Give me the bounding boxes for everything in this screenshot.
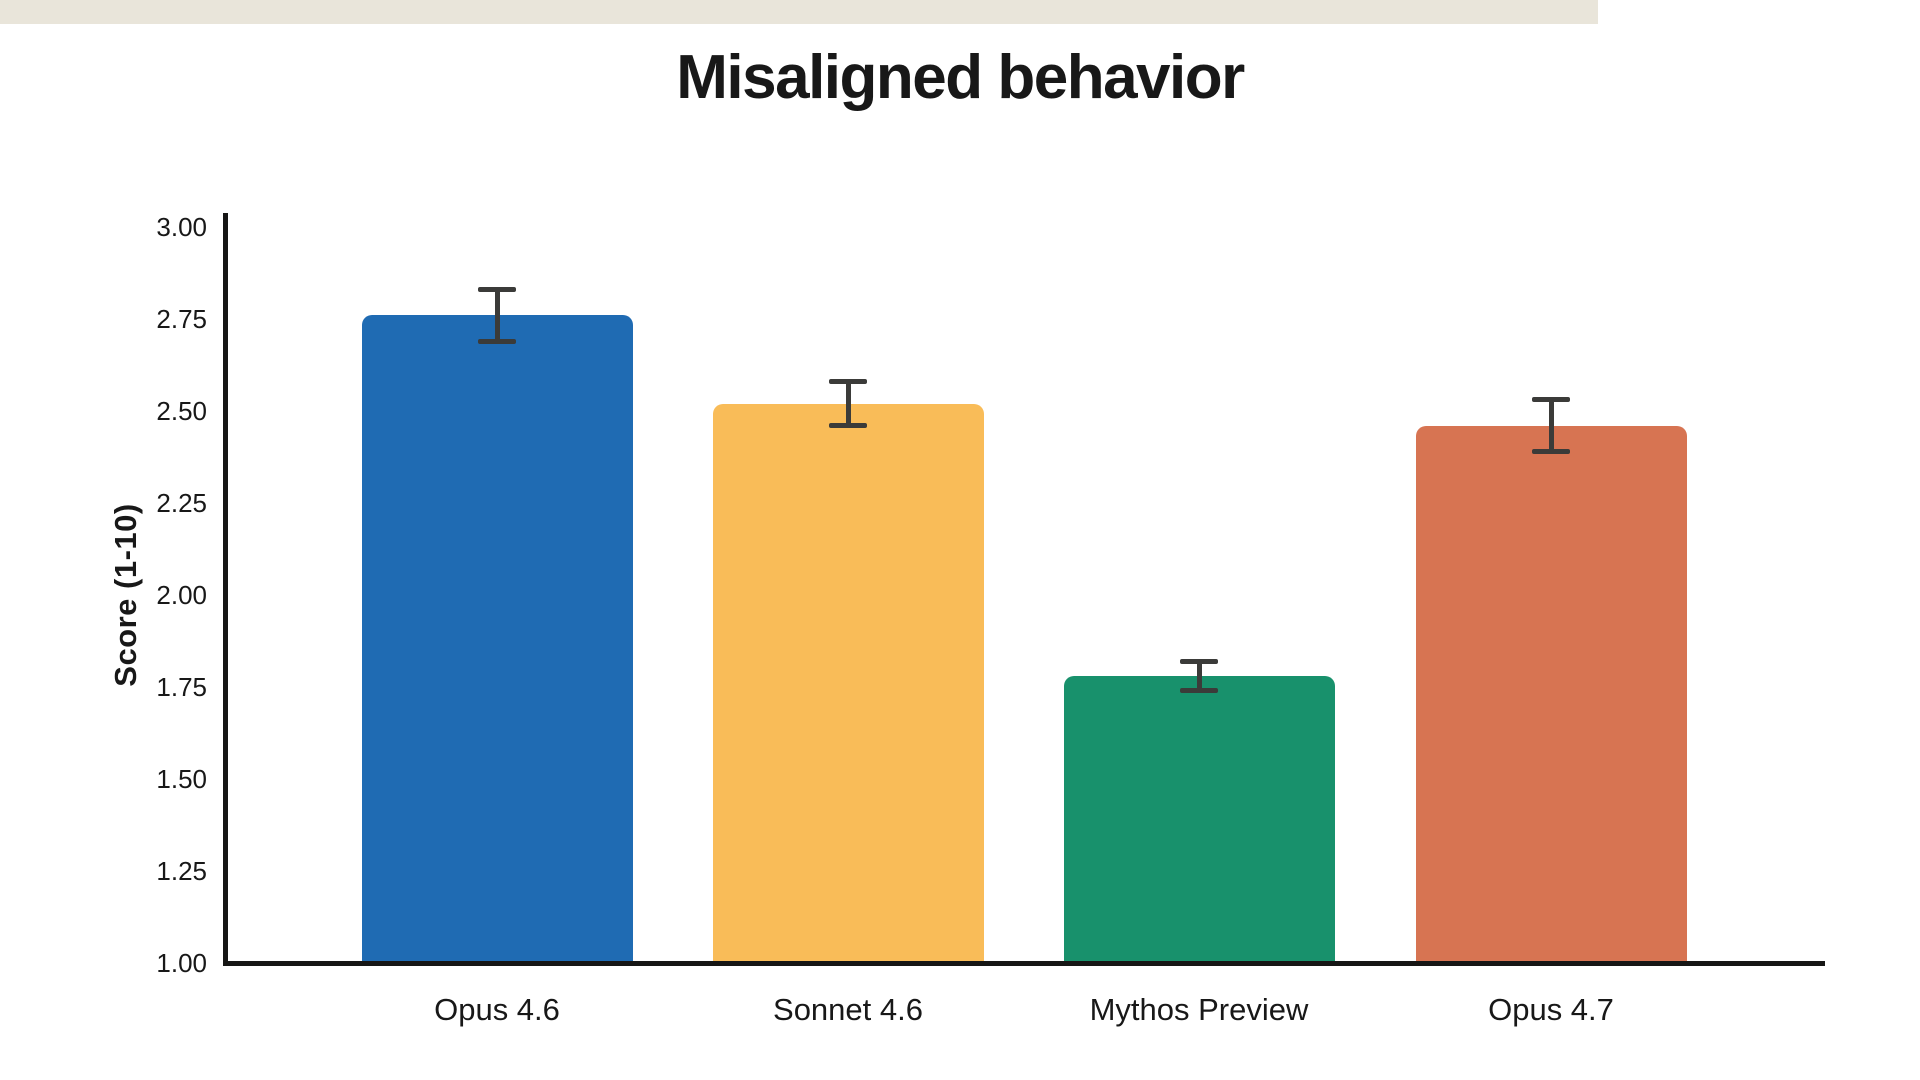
x-tick-label: Mythos Preview xyxy=(1089,992,1309,1027)
error-bar-stem xyxy=(1548,399,1554,452)
gridline xyxy=(0,0,1598,3)
x-tick-label: Opus 4.6 xyxy=(434,992,560,1027)
bar-mythos-preview xyxy=(1063,675,1335,963)
error-bar-cap xyxy=(478,338,516,344)
y-tick-label: 1.25 xyxy=(156,856,207,886)
gridline xyxy=(0,21,1598,24)
chart-title: Misaligned behavior xyxy=(676,43,1245,112)
y-tick-label: 1.00 xyxy=(156,948,207,978)
gridline xyxy=(0,18,1598,21)
gridline xyxy=(0,9,1598,12)
y-tick-label: 3.00 xyxy=(156,212,207,242)
error-bar-cap xyxy=(829,379,867,385)
error-bar-cap xyxy=(1532,397,1570,403)
y-tick-label: 1.50 xyxy=(156,764,207,794)
error-bar-stem xyxy=(494,289,500,342)
y-tick-label: 1.75 xyxy=(156,672,207,702)
y-tick-label: 2.50 xyxy=(156,396,207,426)
x-tick-label: Sonnet 4.6 xyxy=(773,992,923,1027)
y-tick-label: 2.75 xyxy=(156,304,207,334)
error-bar-cap xyxy=(1180,658,1218,664)
gridline xyxy=(0,15,1598,18)
bar-opus-4-6 xyxy=(361,315,633,963)
gridline xyxy=(0,12,1598,15)
error-bar-cap xyxy=(1532,448,1570,454)
y-axis-line xyxy=(223,213,228,965)
x-tick-label: Opus 4.7 xyxy=(1488,992,1614,1027)
y-tick-label: 2.00 xyxy=(156,580,207,610)
gridline xyxy=(0,6,1598,9)
bar-opus-4-7 xyxy=(1415,425,1687,963)
error-bar-cap xyxy=(478,287,516,293)
error-bar-stem xyxy=(1196,661,1202,691)
error-bar-cap xyxy=(829,423,867,429)
error-bar-cap xyxy=(1180,688,1218,694)
bar-sonnet-4-6 xyxy=(712,403,984,963)
error-bar-stem xyxy=(845,381,851,426)
gridline xyxy=(0,3,1598,6)
x-axis-line xyxy=(223,961,1825,966)
y-tick-label: 2.25 xyxy=(156,488,207,518)
